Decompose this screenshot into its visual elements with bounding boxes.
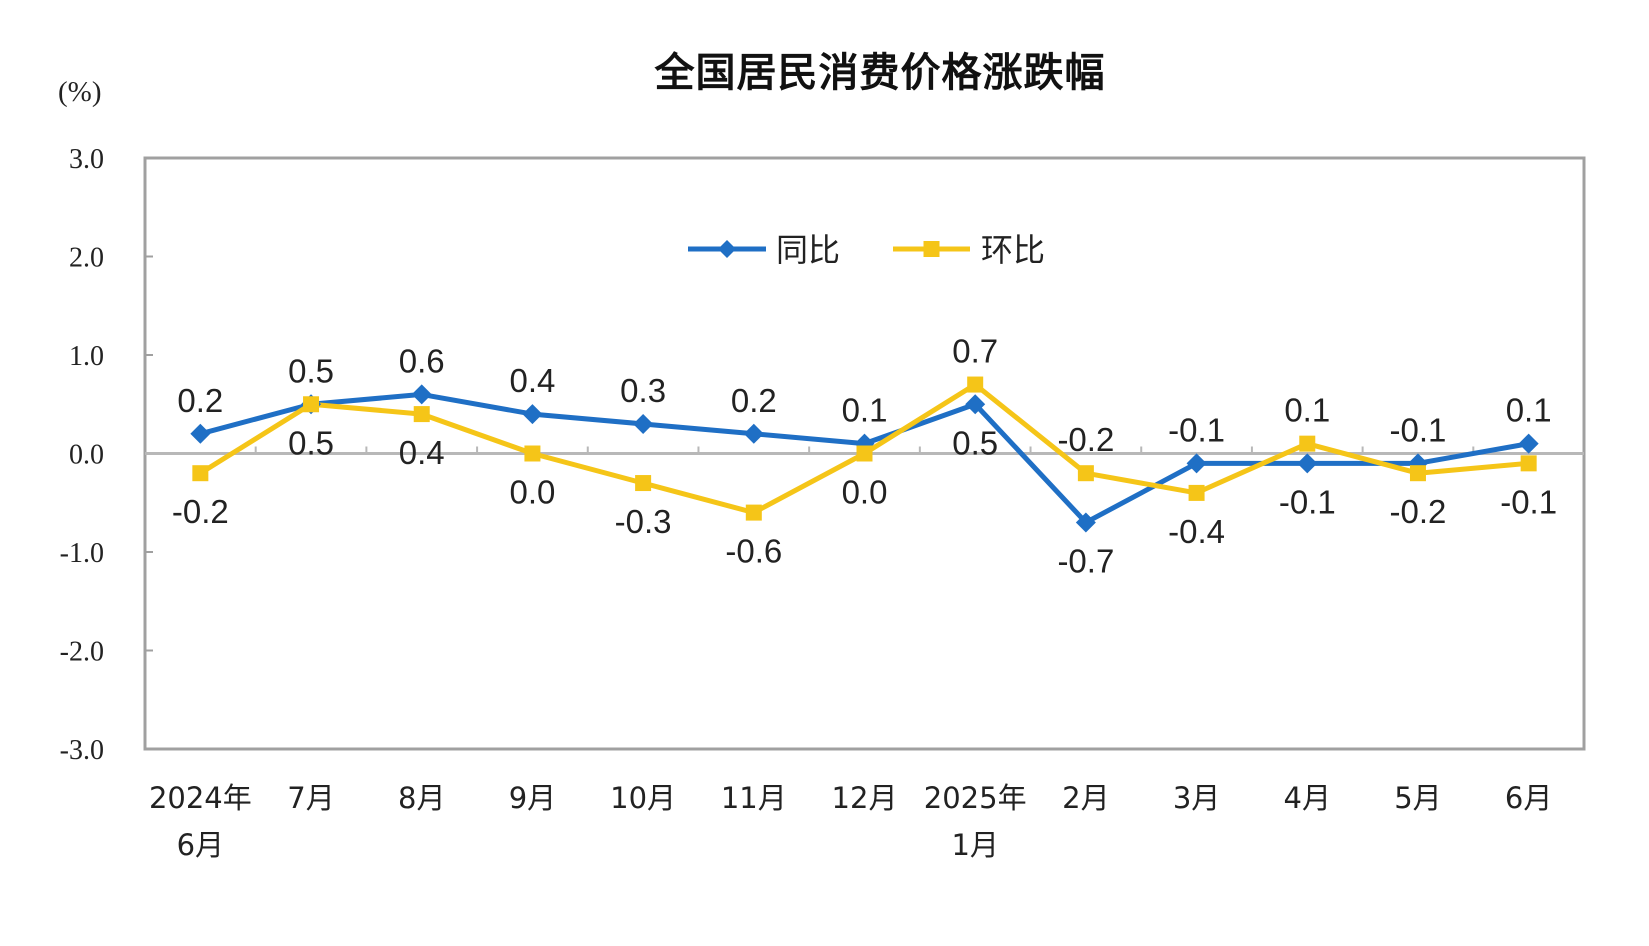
- data-label: 0.2: [177, 382, 223, 419]
- data-point-marker: [1409, 465, 1426, 482]
- x-tick-label: 8月: [398, 781, 445, 815]
- data-label: 0.1: [1284, 392, 1330, 429]
- data-label: -0.1: [1279, 483, 1336, 520]
- data-label: -0.3: [615, 503, 672, 540]
- data-label: 0.1: [842, 392, 888, 429]
- data-label: -0.4: [1168, 513, 1225, 550]
- x-tick-label: 11月: [721, 781, 787, 815]
- x-tick-label: 12月: [832, 781, 898, 815]
- x-tick-label: 2月: [1062, 781, 1109, 815]
- y-tick-label: -2.0: [60, 637, 104, 668]
- data-point-marker: [1520, 455, 1537, 472]
- data-point-marker: [633, 413, 654, 434]
- data-label: 0.1: [1506, 392, 1552, 429]
- data-label: -0.1: [1500, 483, 1557, 520]
- data-point-marker: [522, 404, 543, 425]
- y-tick-label: 2.0: [69, 243, 104, 274]
- data-label: 0.2: [731, 382, 777, 419]
- x-tick-label: 1月: [951, 828, 998, 862]
- legend-label: 环比: [981, 231, 1045, 269]
- data-point-marker: [1518, 433, 1539, 454]
- data-label: 0.5: [288, 424, 334, 461]
- data-point-marker: [1297, 453, 1318, 474]
- y-axis-unit: (%): [58, 76, 102, 108]
- data-point-marker: [965, 394, 986, 415]
- data-label: -0.2: [172, 493, 229, 530]
- data-point-marker: [967, 376, 984, 393]
- x-tick-label: 2024年: [149, 781, 252, 815]
- x-tick-label: 9月: [509, 781, 556, 815]
- data-point-marker: [524, 445, 541, 462]
- data-point-marker: [303, 396, 320, 413]
- data-label: -0.7: [1057, 542, 1114, 579]
- data-label: 0.0: [842, 474, 888, 511]
- data-point-marker: [745, 504, 762, 521]
- x-tick-label: 6月: [1505, 781, 1552, 815]
- data-label: 0.6: [399, 342, 445, 379]
- data-label: -0.1: [1390, 411, 1447, 448]
- data-point-marker: [1077, 465, 1094, 482]
- data-point-marker: [856, 445, 873, 462]
- data-point-marker: [192, 465, 209, 482]
- data-label: -0.1: [1168, 411, 1225, 448]
- x-tick-label: 4月: [1284, 781, 1331, 815]
- data-point-marker: [1186, 453, 1207, 474]
- data-point-marker: [1188, 484, 1205, 501]
- data-label: 0.5: [288, 352, 334, 389]
- chart-title: 全国居民消费价格涨跌幅: [654, 50, 1106, 96]
- data-label: 0.4: [399, 434, 445, 471]
- legend-diamond-icon: [718, 240, 736, 258]
- data-point-marker: [743, 423, 764, 444]
- data-point-marker: [1075, 512, 1096, 533]
- data-point-marker: [411, 384, 432, 405]
- y-tick-label: -1.0: [60, 538, 104, 569]
- data-point-marker: [1299, 435, 1316, 452]
- data-point-marker: [635, 475, 652, 492]
- data-point-marker: [413, 406, 430, 423]
- data-point-marker: [190, 423, 211, 444]
- data-label: 0.7: [952, 333, 998, 370]
- data-label: 0.0: [509, 474, 555, 511]
- legend-label: 同比: [776, 231, 840, 269]
- data-label: -0.2: [1390, 493, 1447, 530]
- x-tick-label: 7月: [287, 781, 334, 815]
- data-label: -0.6: [725, 533, 782, 570]
- x-tick-label: 3月: [1173, 781, 1220, 815]
- legend-square-icon: [923, 241, 940, 257]
- data-label: 0.3: [620, 372, 666, 409]
- data-label: 0.4: [509, 362, 555, 399]
- x-tick-label: 2025年: [924, 781, 1027, 815]
- x-tick-label: 10月: [610, 781, 676, 815]
- x-tick-label: 6月: [177, 828, 224, 862]
- y-tick-label: 3.0: [69, 144, 104, 175]
- data-label: 0.5: [952, 424, 998, 461]
- data-label: -0.2: [1057, 421, 1114, 458]
- y-tick-label: 1.0: [69, 341, 104, 372]
- y-tick-label: -3.0: [60, 735, 104, 766]
- y-tick-label: 0.0: [69, 440, 104, 471]
- x-tick-label: 5月: [1394, 781, 1441, 815]
